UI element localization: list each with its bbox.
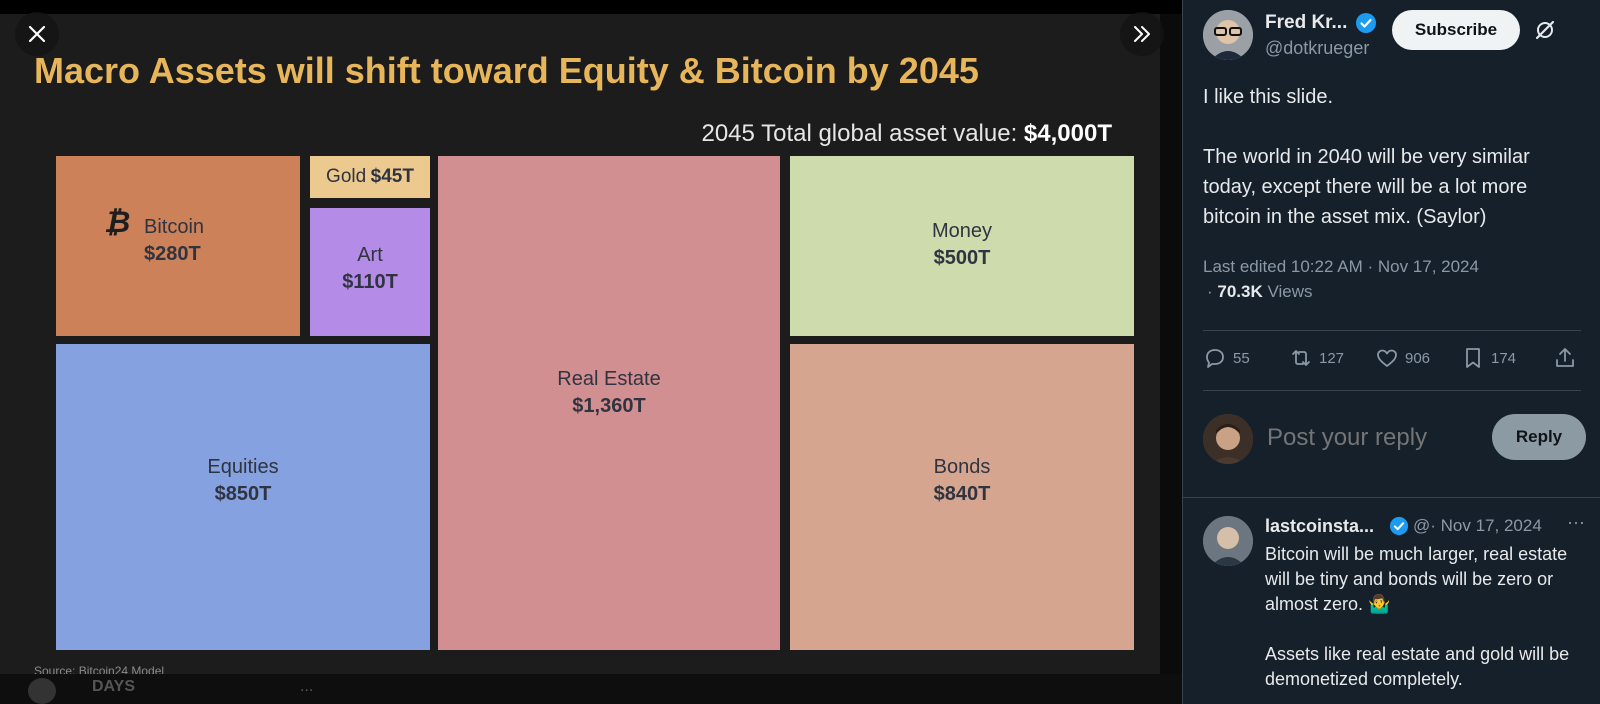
art-label: Art (357, 244, 383, 266)
post-views: · 70.3K Views (1207, 282, 1313, 301)
avatar-image (1203, 10, 1253, 60)
author-avatar[interactable] (1203, 10, 1253, 60)
bitcoin-label: Bitcoin (144, 216, 205, 238)
gold-label: Gold (326, 166, 367, 187)
treemap-cell-bitcoin: ₿ Bitcoin $280T (56, 156, 300, 336)
views-label: Views (1262, 282, 1313, 301)
divider (1203, 390, 1581, 391)
reply-button[interactable]: Reply (1492, 414, 1586, 460)
reply-count: 55 (1233, 349, 1250, 367)
slide-subtitle: 2045 Total global asset value: $4,000T (701, 120, 1112, 148)
post-edited-timestamp[interactable]: Last edited 10:22 AM · Nov 17, 2024 (1203, 257, 1479, 276)
gold-value: $45T (370, 166, 414, 187)
more-options-icon[interactable]: ··· (1567, 512, 1585, 532)
post-actions: 55 127 906 174 (1203, 346, 1581, 376)
media-viewer: Macro Assets will shift toward Equity & … (0, 0, 1182, 704)
comment-meta[interactable]: @· Nov 17, 2024 (1413, 516, 1542, 535)
current-user-avatar[interactable] (1203, 414, 1253, 464)
reply-icon (1206, 349, 1224, 368)
money-value: $500T (933, 247, 991, 269)
expand-button[interactable] (1120, 12, 1164, 56)
treemap-cell-equities: Equities $850T (56, 344, 430, 650)
slide-subtitle-value: $4,000T (1023, 120, 1112, 147)
art-value: $110T (342, 271, 398, 293)
repost-action-button[interactable]: 127 (1289, 346, 1344, 370)
treemap-cell-gold: Gold $45T (310, 156, 430, 198)
treemap-cell-art: Art $110T (310, 208, 430, 336)
share-action-button[interactable] (1553, 346, 1583, 370)
treemap-cell-real-estate: Real Estate $1,360T (438, 156, 780, 650)
repost-icon (1292, 350, 1310, 366)
verified-badge-icon (1356, 13, 1376, 33)
money-label: Money (931, 220, 993, 242)
slide-subtitle-prefix: 2045 Total global asset value: (701, 120, 1024, 147)
bookmark-icon (1466, 348, 1480, 368)
chevron-double-right-icon (1134, 26, 1150, 42)
subscribe-button[interactable]: Subscribe (1392, 10, 1520, 50)
divider (1183, 497, 1600, 498)
slide-title: Macro Assets will shift toward Equity & … (34, 50, 979, 91)
bonds-value: $840T (933, 483, 991, 505)
share-icon (1556, 348, 1574, 367)
equities-label: Equities (207, 456, 279, 478)
divider (1203, 330, 1581, 331)
slide-image: Macro Assets will shift toward Equity & … (0, 14, 1160, 678)
verified-badge-icon (1389, 516, 1409, 536)
close-icon (28, 25, 46, 43)
avatar-image (1203, 414, 1253, 464)
comment-text: Bitcoin will be much larger, real estate… (1265, 544, 1570, 689)
comment-author-name[interactable]: lastcoinsta... (1265, 516, 1375, 536)
real-estate-label: Real Estate (557, 368, 661, 390)
equities-value: $850T (214, 483, 272, 505)
like-count: 906 (1405, 349, 1431, 367)
bookmark-action-button[interactable]: 174 (1461, 346, 1516, 370)
author-name[interactable]: Fred Kr... (1265, 12, 1348, 33)
more-icon[interactable]: ... (300, 678, 314, 695)
views-count: 70.3K (1217, 282, 1263, 301)
avatar-image (1203, 516, 1253, 566)
like-action-button[interactable]: 906 (1375, 346, 1430, 370)
treemap-cell-bonds: Bonds $840T (790, 344, 1134, 650)
bonds-label: Bonds (933, 456, 991, 478)
post-text: I like this slide. The world in 2040 wil… (1203, 86, 1530, 228)
real-estate-value: $1,360T (572, 395, 646, 417)
grok-icon[interactable] (1533, 18, 1557, 42)
bookmark-count: 174 (1491, 349, 1517, 367)
comment-avatar[interactable] (1203, 516, 1253, 566)
viewer-top-strip (0, 0, 1182, 14)
reply-input[interactable] (1267, 424, 1467, 452)
viewer-bottom-bar: DAYS ... (0, 674, 1182, 704)
bitcoin-logo-icon: ₿ (104, 206, 131, 239)
avatar (28, 678, 56, 704)
bottom-label: DAYS (92, 678, 135, 695)
author-handle[interactable]: @dotkrueger (1265, 38, 1370, 58)
repost-count: 127 (1319, 349, 1345, 367)
close-button[interactable] (15, 12, 59, 56)
reply-action-button[interactable]: 55 (1203, 346, 1250, 370)
heart-icon (1377, 349, 1397, 367)
treemap-cell-money: Money $500T (790, 156, 1134, 336)
bitcoin-value: $280T (144, 243, 201, 265)
post-detail-panel: Fred Kr... @dotkrueger Subscribe I like … (1182, 0, 1600, 704)
